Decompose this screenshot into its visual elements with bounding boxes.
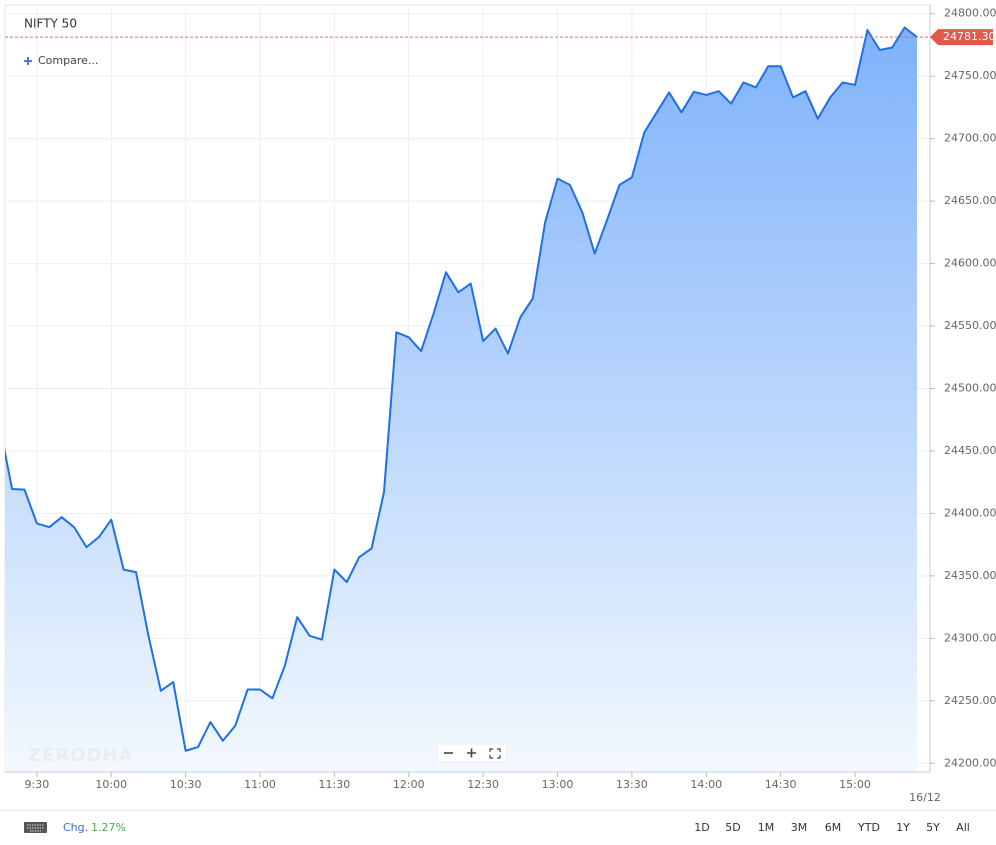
y-tick-label: 24450.00	[944, 444, 996, 457]
y-tick-label: 24250.00	[944, 694, 996, 707]
x-tick-label: 13:00	[542, 778, 574, 791]
keyboard-icon[interactable]	[24, 822, 47, 833]
last-price-label: 24781.30	[943, 30, 996, 43]
zoom-in[interactable]	[467, 748, 476, 758]
keyboard-keys	[27, 824, 44, 832]
y-tick-label: 24750.00	[944, 69, 996, 82]
x-tick-label: 10:30	[170, 778, 202, 791]
compare-label: Compare...	[38, 54, 98, 67]
plus-icon	[24, 57, 32, 65]
y-tick-label: 24350.00	[944, 569, 996, 582]
range-button[interactable]: YTD	[857, 821, 880, 834]
x-tick-label: 13:30	[616, 778, 648, 791]
x-tick-label: 15:00	[839, 778, 871, 791]
y-tick-label: 24300.00	[944, 631, 996, 644]
range-button[interactable]: 5Y	[926, 821, 940, 834]
y-tick-label: 24500.00	[944, 382, 996, 395]
range-button[interactable]: 1M	[758, 821, 775, 834]
zoom-controls	[437, 743, 507, 763]
y-tick-label: 24600.00	[944, 257, 996, 270]
y-tick-label: 24800.00	[944, 7, 996, 20]
change-value: 1.27%	[91, 821, 126, 834]
y-tick-label: 24550.00	[944, 319, 996, 332]
y-tick-label: 24200.00	[944, 756, 996, 769]
chart-title: NIFTY 50	[24, 17, 77, 31]
range-button[interactable]: 5D	[725, 821, 740, 834]
x-tick-label: 14:00	[690, 778, 722, 791]
range-button[interactable]: 1Y	[896, 821, 910, 834]
date-label: 16/12	[909, 791, 941, 804]
range-button[interactable]: 1D	[694, 821, 709, 834]
range-button[interactable]: All	[956, 821, 970, 834]
y-tick-label: 24650.00	[944, 194, 996, 207]
y-tick-label: 24400.00	[944, 506, 996, 519]
x-tick-label: 11:30	[319, 778, 351, 791]
x-tick-label: 12:30	[467, 778, 499, 791]
y-tick-label: 24700.00	[944, 132, 996, 145]
fullscreen[interactable]	[489, 748, 501, 759]
x-tick-label: 11:00	[244, 778, 276, 791]
compare-button[interactable]: Compare...	[24, 54, 98, 67]
price-line	[5, 26, 918, 752]
last-price-tag	[930, 29, 993, 46]
x-tick-label: 10:00	[95, 778, 127, 791]
watermark: ZERODHA	[28, 745, 133, 766]
area	[5, 27, 917, 772]
range-button[interactable]: 3M	[791, 821, 808, 834]
x-tick-label: 12:00	[393, 778, 425, 791]
x-tick-label: 14:30	[765, 778, 797, 791]
x-tick-label: 9:30	[25, 778, 50, 791]
range-button[interactable]: 6M	[825, 821, 842, 834]
change-label: Chg.	[63, 821, 88, 834]
